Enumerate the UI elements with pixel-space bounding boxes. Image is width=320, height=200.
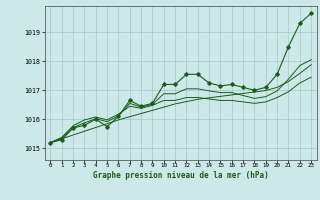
X-axis label: Graphe pression niveau de la mer (hPa): Graphe pression niveau de la mer (hPa): [93, 171, 269, 180]
